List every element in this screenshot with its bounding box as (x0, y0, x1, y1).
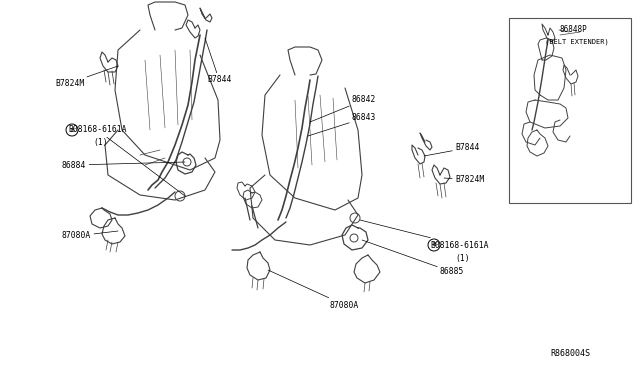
Text: 86843: 86843 (308, 113, 376, 136)
Text: B: B (432, 243, 436, 247)
Text: B7824M: B7824M (444, 176, 484, 185)
Text: (BELT EXTENDER): (BELT EXTENDER) (545, 39, 609, 45)
Text: (1): (1) (93, 138, 108, 148)
Text: 86884: 86884 (62, 160, 185, 170)
Text: B08168-6161A: B08168-6161A (360, 220, 488, 250)
Text: B: B (70, 128, 74, 132)
Text: 87080A: 87080A (62, 231, 118, 241)
Text: B08168-6161A: B08168-6161A (68, 125, 185, 196)
Text: 86885: 86885 (362, 240, 465, 276)
Text: B7844: B7844 (424, 144, 479, 156)
Text: B7844: B7844 (205, 38, 232, 84)
Text: (1): (1) (455, 253, 470, 263)
Text: 86848P: 86848P (560, 26, 588, 35)
Text: 86842: 86842 (310, 96, 376, 122)
Text: 87080A: 87080A (268, 270, 359, 310)
Bar (509, 18, 631, 203)
Text: R868004S: R868004S (550, 349, 590, 358)
Text: B7824M: B7824M (55, 66, 118, 87)
